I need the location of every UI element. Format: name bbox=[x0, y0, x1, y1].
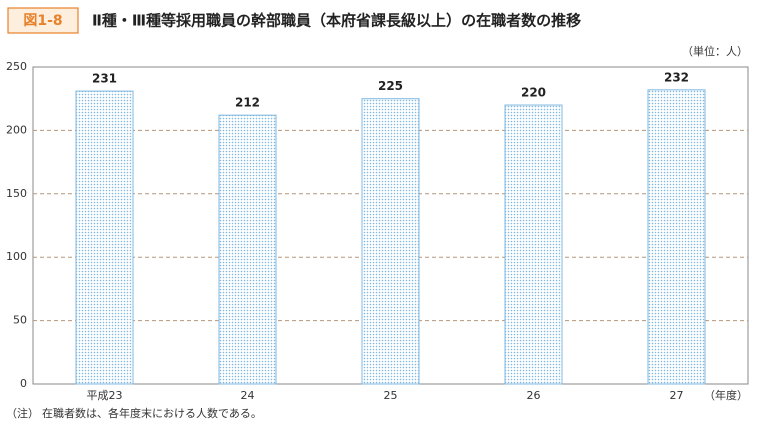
bar bbox=[361, 98, 420, 385]
figure-label: 図1-8 bbox=[23, 13, 62, 29]
x-tick-label: 27 bbox=[670, 389, 684, 402]
y-tick-label: 200 bbox=[6, 123, 27, 136]
value-label: 212 bbox=[235, 96, 260, 110]
bar bbox=[75, 90, 134, 385]
x-tick-label: 26 bbox=[527, 389, 541, 402]
chart-title: Ⅱ種・Ⅲ種等採用職員の幹部職員（本府省課長級以上）の在職者数の推移 bbox=[92, 12, 581, 30]
value-label: 225 bbox=[378, 79, 403, 93]
note-label: （注） bbox=[6, 406, 39, 420]
x-tick-label: 24 bbox=[241, 389, 255, 402]
x-tick-label: 平成23 bbox=[87, 389, 123, 402]
y-tick-label: 150 bbox=[6, 187, 27, 200]
value-label: 220 bbox=[521, 86, 546, 100]
value-label: 231 bbox=[92, 72, 117, 86]
bar bbox=[504, 104, 563, 385]
y-tick-label: 100 bbox=[6, 250, 27, 263]
unit-label: （単位：人） bbox=[682, 44, 748, 58]
bar bbox=[647, 89, 706, 385]
x-tick-label: 25 bbox=[384, 389, 398, 402]
y-tick-label: 50 bbox=[13, 314, 27, 327]
value-label: 232 bbox=[664, 70, 689, 84]
bar bbox=[218, 114, 277, 385]
y-tick-label: 0 bbox=[20, 377, 27, 390]
note-text: 在職者数は、各年度末における人数である。 bbox=[42, 406, 262, 420]
y-tick-label: 250 bbox=[6, 60, 27, 73]
figure-label-box bbox=[7, 7, 79, 34]
x-axis-label: （年度） bbox=[704, 388, 748, 402]
